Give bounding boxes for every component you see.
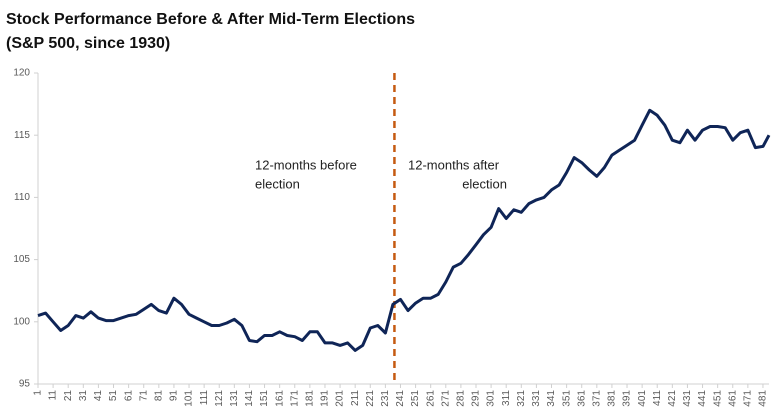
x-tick-label: 41 [93, 390, 104, 402]
x-tick-label: 161 [274, 390, 285, 407]
annotation: 12-months after [408, 157, 500, 172]
x-tick-label: 451 [712, 390, 723, 407]
x-tick-label: 381 [607, 390, 618, 407]
x-tick-label: 481 [758, 390, 769, 407]
x-tick-label: 121 [214, 390, 225, 407]
x-tick-label: 111 [199, 390, 210, 406]
x-tick-label: 151 [259, 390, 270, 407]
y-tick-label: 115 [14, 130, 30, 141]
annotation: election [462, 176, 507, 191]
annotation: election [255, 176, 300, 191]
x-tick-label: 251 [410, 390, 421, 407]
x-tick-label: 341 [546, 390, 557, 407]
x-tick-label: 461 [727, 390, 738, 407]
y-tick-label: 95 [19, 379, 31, 390]
x-tick-label: 51 [108, 390, 119, 402]
x-tick-label: 441 [697, 390, 708, 407]
annotation: 12-months before [255, 157, 357, 172]
x-tick-label: 241 [395, 390, 406, 407]
x-tick-label: 191 [320, 390, 331, 407]
x-tick-label: 401 [637, 390, 648, 407]
x-tick-label: 221 [365, 390, 376, 407]
y-tick-label: 120 [13, 68, 30, 79]
x-tick-label: 61 [123, 390, 134, 402]
x-tick-label: 411 [652, 390, 663, 406]
x-tick-label: 231 [380, 390, 391, 407]
x-tick-label: 351 [561, 390, 572, 407]
x-tick-label: 321 [516, 390, 527, 407]
x-tick-label: 81 [153, 390, 164, 402]
x-tick-label: 201 [335, 390, 346, 407]
x-tick-label: 141 [244, 390, 255, 407]
x-tick-label: 211 [350, 390, 361, 406]
x-tick-label: 21 [63, 390, 74, 402]
x-tick-label: 431 [682, 390, 693, 407]
series-line [37, 108, 771, 352]
x-tick-label: 471 [742, 390, 753, 407]
y-tick-label: 100 [13, 316, 30, 327]
x-tick-label: 391 [622, 390, 633, 407]
x-tick-label: 361 [576, 390, 587, 407]
chart-title: Stock Performance Before & After Mid-Ter… [6, 11, 415, 28]
x-tick-label: 291 [471, 390, 482, 407]
x-tick-label: 91 [169, 390, 180, 402]
x-tick-label: 331 [531, 390, 542, 407]
y-tick-label: 105 [13, 254, 30, 265]
x-tick-label: 171 [289, 390, 300, 407]
x-tick-label: 371 [591, 390, 602, 407]
x-tick-label: 421 [667, 390, 678, 407]
x-tick-label: 271 [440, 390, 451, 407]
x-tick-label: 311 [501, 390, 512, 406]
x-tick-label: 181 [305, 390, 316, 407]
x-tick-label: 301 [486, 390, 497, 407]
x-tick-label: 71 [138, 390, 149, 402]
y-tick-label: 110 [14, 192, 30, 203]
x-tick-label: 1 [33, 390, 44, 396]
x-tick-label: 131 [229, 390, 240, 407]
x-tick-label: 281 [456, 390, 467, 407]
x-tick-label: 31 [78, 390, 89, 402]
x-tick-label: 101 [184, 390, 195, 407]
x-tick-label: 261 [425, 390, 436, 407]
chart-subtitle: (S&P 500, since 1930) [6, 35, 170, 52]
x-tick-label: 11 [48, 390, 59, 401]
